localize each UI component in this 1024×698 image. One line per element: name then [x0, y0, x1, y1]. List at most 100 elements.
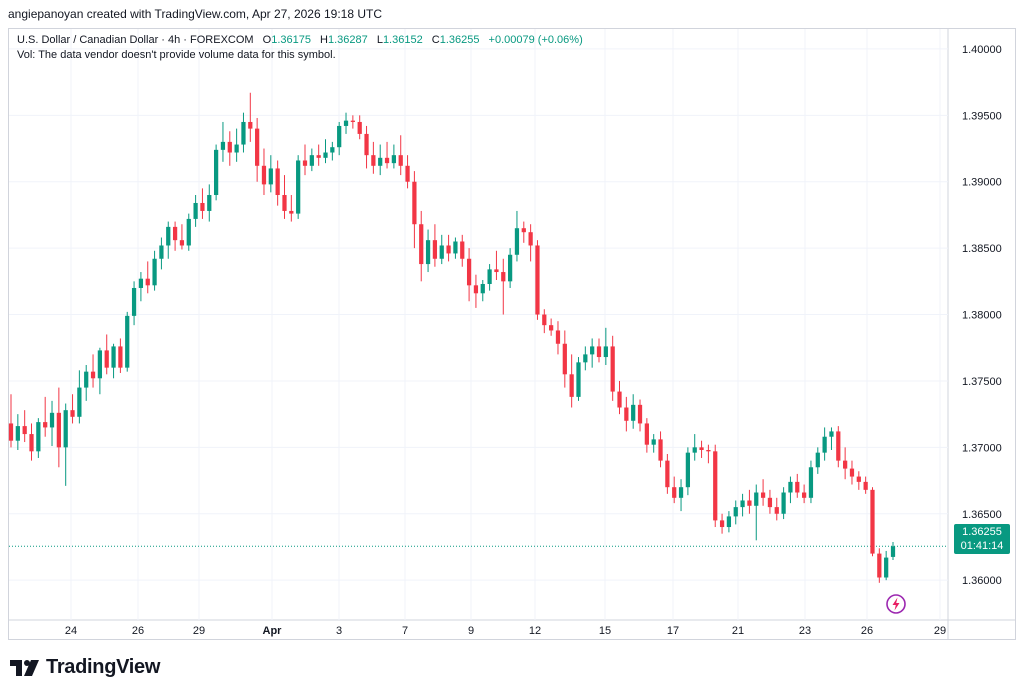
candle-body [316, 155, 321, 158]
candle-body [713, 451, 718, 521]
candle-body [460, 241, 465, 259]
time-tick-label: 15 [599, 625, 611, 637]
candle-body [36, 422, 41, 452]
price-tick-label: 1.40000 [962, 44, 1002, 56]
candle-body [77, 387, 82, 417]
candle-body [507, 254, 513, 282]
candle-body [193, 202, 198, 219]
time-tick-label: 26 [861, 625, 873, 637]
time-tick-label: 12 [529, 625, 541, 637]
candle-body [152, 258, 157, 286]
candle-body [111, 346, 116, 368]
candle-body [104, 350, 109, 368]
candle-body [822, 436, 827, 453]
candle-body [282, 195, 287, 211]
candle-body [726, 516, 732, 528]
candle-body [843, 460, 848, 469]
symbol-legend: U.S. Dollar / Canadian Dollar · 4h · FOR… [17, 33, 583, 48]
candle-body [90, 371, 96, 379]
brand-name: TradingView [46, 656, 161, 678]
candle-body [357, 121, 362, 134]
candle-body [309, 155, 314, 166]
time-tick-label: 9 [468, 625, 474, 637]
candle-body [207, 195, 212, 211]
candle-body [234, 144, 239, 153]
volume-note: Vol: The data vendor doesn't provide vol… [17, 49, 336, 61]
candle-body [890, 546, 896, 557]
candle-body [624, 407, 629, 421]
candle-body [466, 258, 472, 286]
candle-body [453, 241, 458, 254]
price-tick-label: 1.39000 [962, 177, 1002, 189]
candle-body [22, 426, 27, 435]
bolt-circle-icon[interactable] [885, 593, 907, 615]
time-tick-label: 26 [132, 625, 144, 637]
time-tick-label: 29 [934, 625, 946, 637]
candle-body [836, 431, 841, 461]
low-value: 1.36152 [382, 34, 423, 46]
candle-body [213, 149, 219, 196]
candle-body [583, 354, 588, 363]
time-tick-label: 17 [667, 625, 679, 637]
candle-body [849, 468, 855, 477]
candle-body [49, 412, 55, 428]
candle-body [555, 330, 561, 344]
candle-body [549, 325, 554, 331]
price-tick-label: 1.39500 [962, 110, 1002, 122]
close-label: C [431, 34, 440, 46]
candle-body [678, 487, 684, 498]
candle-body [884, 557, 889, 578]
chart-credit: angiepanoyan created with TradingView.co… [8, 7, 383, 21]
price-tick-label: 1.36500 [962, 509, 1002, 521]
candle-body [808, 467, 814, 498]
candle-body [8, 423, 14, 441]
candle-body [754, 492, 759, 506]
candle-body [658, 439, 663, 461]
candle-body [610, 346, 615, 392]
candle-body [261, 165, 267, 185]
candle-body [419, 224, 424, 265]
candle-body [781, 492, 786, 514]
candle-body [425, 240, 431, 265]
time-tick-label: 29 [193, 625, 205, 637]
candle-body [617, 391, 622, 408]
candle-body [220, 141, 226, 150]
candle-body [378, 157, 383, 166]
symbol-title[interactable]: U.S. Dollar / Canadian Dollar · 4h · FOR… [17, 34, 254, 46]
chart-frame[interactable] [8, 28, 1016, 640]
candle-body [767, 497, 773, 508]
candle-body [829, 431, 834, 437]
tradingview-logo[interactable]: TradingView [10, 656, 160, 679]
candle-body [241, 121, 246, 145]
candle-body [275, 168, 280, 196]
candle-body [644, 423, 649, 445]
candle-body [692, 447, 697, 453]
candle-body [84, 371, 89, 388]
candle-body [248, 121, 253, 129]
close-value: 1.36255 [439, 34, 480, 46]
candle-body [179, 240, 185, 246]
candle-body [685, 452, 691, 488]
candle-body [569, 374, 574, 397]
open-label: O [262, 34, 272, 46]
candle-body [97, 350, 103, 379]
candle-body [125, 315, 130, 368]
candle-body [323, 152, 328, 158]
candle-body [535, 245, 540, 315]
candle-body [494, 269, 499, 273]
candle-body [733, 507, 738, 517]
candle-body [856, 476, 861, 482]
candle-body [131, 287, 137, 316]
candle-body [665, 460, 670, 488]
time-tick-label: 3 [336, 625, 342, 637]
candle-body [412, 181, 417, 225]
candle-body [302, 160, 308, 166]
candle-body [166, 226, 171, 246]
candle-body [603, 346, 608, 358]
candle-body [521, 228, 526, 233]
candle-body [473, 285, 479, 294]
candle-body [159, 245, 164, 259]
candle-body [446, 245, 451, 254]
candle-body [514, 228, 520, 255]
